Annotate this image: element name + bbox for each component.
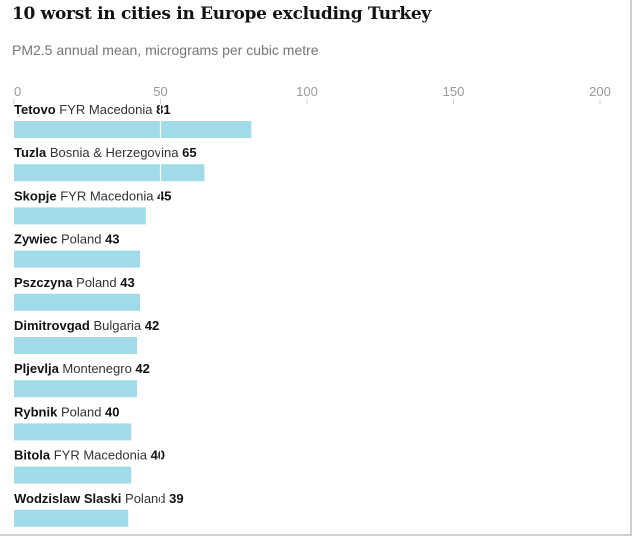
country-name: Poland bbox=[73, 275, 121, 290]
category-label: Wodzislaw Slaski Poland 39 bbox=[14, 491, 184, 506]
bar bbox=[14, 466, 132, 484]
value-label: 40 bbox=[151, 448, 165, 463]
category-label: Skopje FYR Macedonia 45 bbox=[14, 188, 172, 203]
category-label: Dimitrovgad Bulgaria 42 bbox=[14, 318, 159, 333]
value-label: 45 bbox=[157, 188, 171, 203]
city-name: Pljevlja bbox=[14, 361, 60, 376]
city-name: Dimitrovgad bbox=[14, 318, 90, 333]
chart-subtitle: PM2.5 annual mean, micrograms per cubic … bbox=[12, 42, 319, 58]
value-label: 42 bbox=[145, 318, 159, 333]
x-tick-label: 150 bbox=[443, 84, 465, 99]
category-label: Pszczyna Poland 43 bbox=[14, 275, 135, 290]
x-tick-label: 0 bbox=[14, 84, 21, 99]
city-name: Skopje bbox=[14, 188, 57, 203]
bar bbox=[14, 207, 146, 225]
value-label: 65 bbox=[182, 145, 196, 160]
country-name: Bosnia & Herzegovina bbox=[46, 145, 182, 160]
bar bbox=[14, 293, 140, 311]
value-label: 81 bbox=[156, 102, 170, 117]
value-label: 42 bbox=[135, 361, 149, 376]
bar bbox=[14, 337, 138, 354]
x-tick-label: 100 bbox=[296, 84, 318, 99]
country-name: Poland bbox=[57, 232, 105, 247]
city-name: Rybnik bbox=[14, 404, 58, 419]
bar bbox=[14, 509, 129, 527]
country-name: FYR Macedonia bbox=[50, 448, 150, 463]
value-label: 40 bbox=[105, 404, 119, 419]
bar bbox=[14, 250, 140, 268]
category-label: Bitola FYR Macedonia 40 bbox=[14, 448, 165, 463]
city-name: Pszczyna bbox=[14, 275, 73, 290]
bar bbox=[14, 380, 138, 398]
country-name: FYR Macedonia bbox=[56, 102, 156, 117]
country-name: FYR Macedonia bbox=[57, 188, 157, 203]
bar bbox=[14, 164, 205, 182]
country-name: Poland bbox=[57, 404, 105, 419]
value-label: 39 bbox=[169, 491, 183, 506]
category-label: Tetovo FYR Macedonia 81 bbox=[14, 102, 171, 117]
country-name: Montenegro bbox=[59, 361, 136, 376]
value-label: 43 bbox=[105, 232, 119, 247]
country-name: Poland bbox=[121, 491, 169, 506]
category-label: Zywiec Poland 43 bbox=[14, 232, 120, 247]
category-label: Rybnik Poland 40 bbox=[14, 404, 120, 419]
value-label: 43 bbox=[120, 275, 134, 290]
category-label: Tuzla Bosnia & Herzegovina 65 bbox=[14, 145, 197, 160]
city-name: Bitola bbox=[14, 448, 51, 463]
city-name: Zywiec bbox=[14, 232, 57, 247]
bar bbox=[14, 423, 132, 441]
city-name: Tetovo bbox=[14, 102, 56, 117]
x-tick-label: 50 bbox=[153, 84, 167, 99]
x-tick-label: 200 bbox=[589, 84, 611, 99]
city-name: Tuzla bbox=[14, 145, 47, 160]
category-label: Pljevlja Montenegro 42 bbox=[14, 361, 150, 376]
city-name: Wodzislaw Slaski bbox=[14, 491, 121, 506]
bar bbox=[14, 121, 252, 138]
country-name: Bulgaria bbox=[90, 318, 145, 333]
chart-title: 10 worst in cities in Europe excluding T… bbox=[12, 4, 431, 24]
